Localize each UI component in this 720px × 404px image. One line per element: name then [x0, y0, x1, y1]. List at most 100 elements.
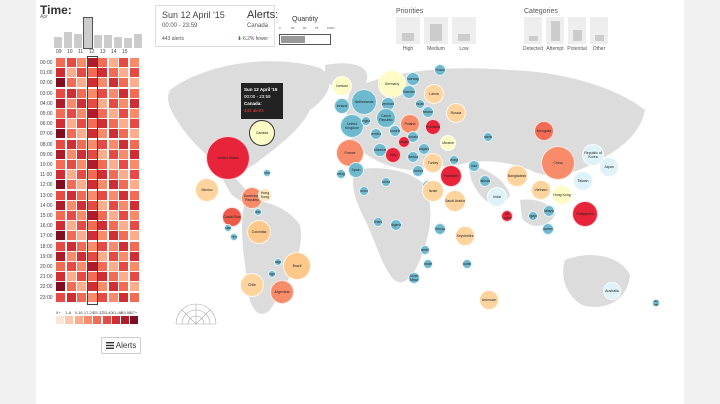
heatmap-cell[interactable] [77, 98, 86, 108]
country-bubble[interactable]: Zambia [420, 245, 430, 255]
heatmap-cell[interactable] [77, 272, 86, 282]
country-bubble[interactable]: Iceland [332, 76, 352, 96]
heatmap-cell[interactable] [129, 139, 139, 149]
heatmap-cell[interactable] [129, 129, 139, 139]
heatmap-cell[interactable] [129, 292, 139, 302]
heatmap-cell[interactable] [87, 119, 97, 129]
heatmap-cell[interactable] [119, 88, 128, 98]
quantity-slider[interactable] [279, 34, 331, 45]
country-bubble[interactable]: Spain [348, 162, 364, 178]
heatmap-cell[interactable] [87, 139, 97, 149]
country-bubble[interactable]: Czech Republic [376, 108, 396, 128]
priority-bar[interactable] [452, 17, 476, 44]
heatmap-cell[interactable] [77, 78, 86, 88]
heatmap-cell[interactable] [108, 170, 118, 180]
country-bubble[interactable]: Latvia [424, 84, 444, 104]
heatmap-cell[interactable] [98, 129, 107, 139]
heatmap-cell[interactable] [119, 272, 128, 282]
quantity-filter[interactable]: Quantity 0 25 50 75 100% [277, 16, 335, 45]
heatmap-cell[interactable] [66, 272, 76, 282]
heatmap-cell[interactable] [66, 88, 76, 98]
heatmap-cell[interactable] [87, 160, 97, 169]
heatmap-cell[interactable] [108, 221, 118, 231]
heatmap-cell[interactable] [66, 180, 76, 190]
heatmap-cell[interactable] [87, 200, 97, 210]
heatmap-cell[interactable] [108, 129, 118, 139]
heatmap-cell[interactable] [66, 241, 76, 251]
heatmap-cell[interactable] [77, 231, 86, 241]
heatmap-cell[interactable] [66, 190, 76, 200]
heatmap-cell[interactable] [87, 109, 97, 118]
heatmap-cell[interactable] [87, 129, 97, 139]
country-bubble[interactable]: Finland [434, 64, 446, 76]
country-bubble[interactable]: Singapore [528, 211, 538, 221]
heatmap-cell[interactable] [66, 139, 76, 149]
priority-bar[interactable] [396, 17, 420, 44]
day-histogram-bar[interactable] [134, 33, 142, 48]
heatmap-cell[interactable] [108, 272, 118, 282]
heatmap-cell[interactable] [56, 282, 65, 292]
category-bar[interactable] [546, 17, 564, 44]
heatmap-cell[interactable] [56, 149, 65, 159]
heatmap-cell[interactable] [56, 58, 65, 67]
country-bubble[interactable]: Colombia [247, 220, 271, 244]
heatmap-cell[interactable] [77, 262, 86, 271]
country-bubble[interactable]: Mongolia [534, 121, 554, 141]
country-bubble[interactable]: Hong Kong [258, 188, 272, 202]
heatmap-cell[interactable] [56, 88, 65, 98]
heatmap-cell[interactable] [56, 272, 65, 282]
heatmap-cell[interactable] [108, 98, 118, 108]
heatmap-cell[interactable] [87, 262, 97, 271]
country-bubble[interactable]: Tunisia [381, 177, 391, 187]
country-bubble[interactable]: India [487, 187, 507, 207]
heatmap-cell[interactable] [129, 180, 139, 190]
heatmap-cell[interactable] [108, 78, 118, 88]
heatmap-cell[interactable] [98, 190, 107, 200]
heatmap-cell[interactable] [77, 282, 86, 292]
heatmap-cell[interactable] [77, 190, 86, 200]
heatmap-cell[interactable] [119, 292, 128, 302]
heatmap-cell[interactable] [77, 180, 86, 190]
country-bubble[interactable]: Italy [385, 147, 401, 163]
day-histogram[interactable]: Apr [40, 14, 142, 50]
heatmap-cell[interactable] [77, 160, 86, 169]
country-bubble[interactable]: Paraguay [274, 258, 282, 266]
day-histogram-bar[interactable] [94, 35, 102, 48]
heatmap-cell[interactable] [87, 190, 97, 200]
heatmap-cell[interactable] [87, 149, 97, 159]
heatmap-cell[interactable] [98, 68, 107, 78]
heatmap-cell[interactable] [119, 160, 128, 169]
country-bubble[interactable]: Saudi Arabia [444, 190, 466, 212]
heatmap-cell[interactable] [108, 139, 118, 149]
heatmap-cell[interactable] [87, 272, 97, 282]
country-bubble[interactable]: Netherlands [351, 89, 377, 115]
heatmap-cell[interactable] [108, 88, 118, 98]
country-bubble[interactable]: Sweden [402, 85, 416, 99]
country-bubble[interactable]: Philippines [572, 201, 598, 227]
heatmap-cell[interactable] [119, 221, 128, 231]
heatmap-cell[interactable] [56, 129, 65, 139]
heatmap-cell[interactable] [66, 68, 76, 78]
heatmap-cell[interactable] [119, 190, 128, 200]
country-bubble[interactable]: Uruguay [268, 270, 276, 278]
heatmap-cell[interactable] [87, 211, 97, 220]
heatmap-cell[interactable] [87, 58, 97, 67]
heatmap-cell[interactable] [77, 241, 86, 251]
heatmap-cell[interactable] [66, 78, 76, 88]
heatmap-cell[interactable] [87, 292, 97, 302]
heatmap-cell[interactable] [98, 231, 107, 241]
country-bubble[interactable]: Serbia [407, 151, 419, 163]
country-bubble[interactable]: Belarus [422, 106, 434, 118]
heatmap-cell[interactable] [56, 200, 65, 210]
country-bubble[interactable]: Sri Lanka [501, 210, 513, 222]
day-histogram-bar[interactable] [64, 32, 72, 48]
hour-heatmap[interactable] [56, 56, 140, 305]
heatmap-cell[interactable] [87, 241, 97, 251]
heatmap-cell[interactable] [108, 160, 118, 169]
heatmap-cell[interactable] [119, 231, 128, 241]
heatmap-cell[interactable] [77, 109, 86, 118]
heatmap-cell[interactable] [108, 241, 118, 251]
heatmap-cell[interactable] [98, 251, 107, 261]
heatmap-cell[interactable] [77, 292, 86, 302]
heatmap-cell[interactable] [129, 221, 139, 231]
